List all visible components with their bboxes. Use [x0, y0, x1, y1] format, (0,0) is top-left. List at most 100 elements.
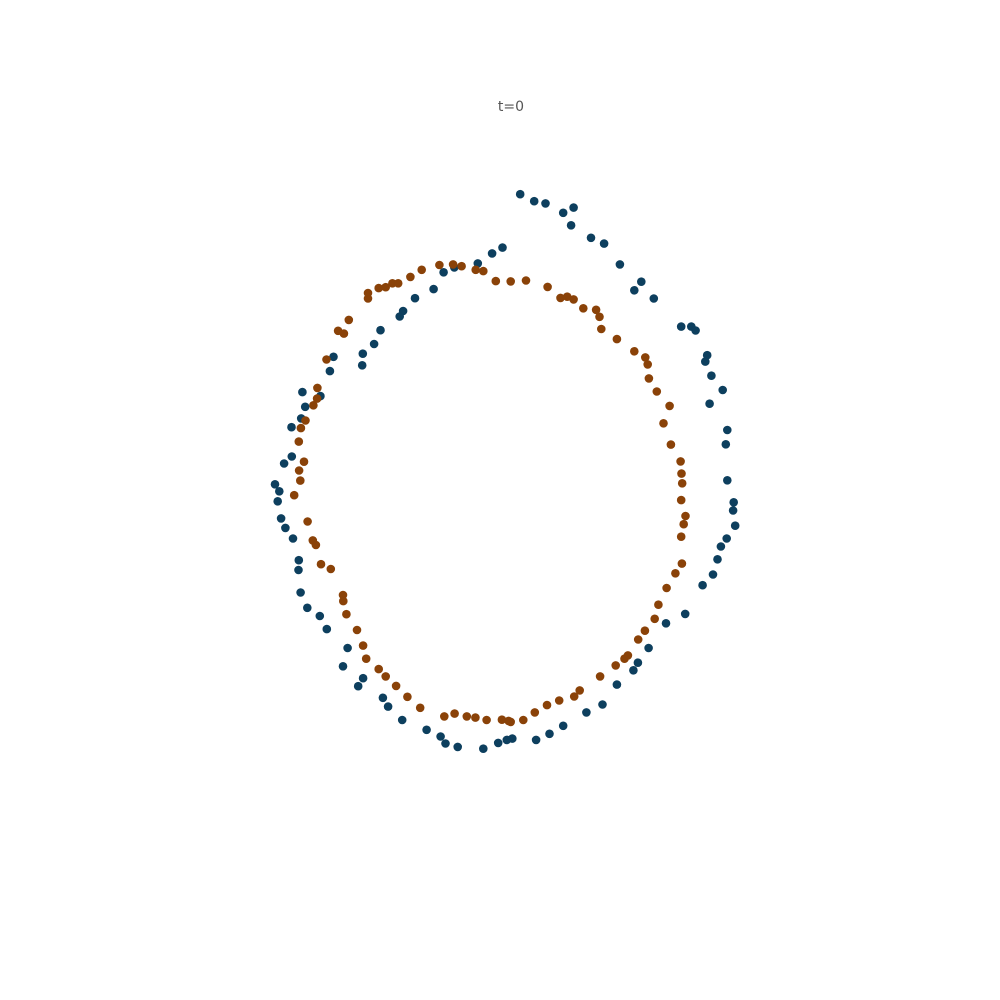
- series-1-point-74: [300, 402, 310, 412]
- series-1: [270, 189, 740, 753]
- series-1-point-22: [721, 440, 731, 449]
- series-1-point-58: [322, 624, 332, 634]
- series-1-point-81: [369, 339, 379, 349]
- series-2-point-77: [322, 355, 331, 364]
- series-2-point-14: [644, 374, 654, 383]
- series-2-point-37: [575, 686, 584, 695]
- series-1-point-32: [680, 609, 690, 619]
- series-1-point-70: [287, 452, 297, 461]
- series-2-point-36: [595, 672, 605, 681]
- series-1-point-7: [586, 233, 596, 243]
- series-1-point-12: [649, 294, 659, 303]
- series-1-point-17: [701, 357, 710, 366]
- series-1-point-2: [529, 196, 539, 206]
- series-2-point-23: [681, 511, 690, 521]
- series-2-point-39: [554, 696, 564, 705]
- series-2-point-66: [303, 517, 312, 526]
- series-2-point-61: [338, 590, 348, 600]
- series-1-point-84: [398, 306, 408, 316]
- series-2-point-2: [543, 282, 552, 292]
- series-1-point-85: [410, 293, 420, 303]
- series-2-point-76: [313, 383, 322, 393]
- series-2-point-53: [391, 681, 401, 691]
- series-2-point-16: [665, 401, 674, 411]
- series-2-point-31: [640, 626, 650, 635]
- series-1-point-64: [288, 534, 298, 543]
- series-1-point-37: [612, 680, 622, 689]
- series-2-point-75: [312, 394, 322, 403]
- series-1-point-53: [378, 693, 388, 703]
- plot-area: [270, 189, 740, 753]
- series-2-point-88: [417, 265, 427, 275]
- series-2-point-50: [440, 712, 449, 721]
- series-2-point-29: [654, 600, 663, 609]
- series-2: [289, 260, 690, 727]
- series-1-point-28: [716, 542, 726, 551]
- series-1-point-27: [722, 534, 731, 543]
- series-2-point-91: [457, 261, 466, 271]
- series-2-point-27: [671, 569, 680, 578]
- series-2-point-49: [450, 709, 459, 718]
- series-2-point-34: [620, 654, 629, 663]
- series-1-point-91: [498, 243, 507, 252]
- series-1-point-62: [294, 565, 303, 575]
- series-2-point-15: [652, 387, 662, 396]
- series-1-point-44: [502, 735, 512, 745]
- series-2-point-59: [342, 609, 351, 619]
- series-1-point-54: [353, 681, 363, 691]
- series-2-point-56: [361, 654, 371, 663]
- series-2-point-52: [403, 692, 412, 702]
- series-1-point-10: [637, 277, 646, 287]
- series-1-point-6: [566, 221, 576, 230]
- series-2-point-42: [519, 715, 528, 725]
- series-1-point-42: [531, 735, 541, 745]
- series-1-point-87: [439, 268, 448, 277]
- series-2-point-13: [643, 360, 652, 369]
- series-1-point-90: [487, 249, 497, 258]
- series-1-point-39: [582, 708, 591, 717]
- series-1-point-25: [728, 506, 738, 515]
- series-1-point-18: [707, 371, 716, 381]
- series-2-point-86: [393, 279, 403, 288]
- series-1-point-49: [436, 732, 445, 741]
- series-2-point-67: [289, 490, 299, 500]
- series-2-point-7: [591, 305, 601, 315]
- series-2-point-79: [339, 329, 349, 338]
- series-1-point-61: [296, 588, 305, 597]
- series-1-point-57: [343, 643, 352, 653]
- series-1-point-11: [630, 286, 639, 295]
- series-2-point-51: [415, 703, 425, 713]
- series-1-point-82: [376, 325, 385, 335]
- series-1-point-68: [275, 487, 284, 496]
- series-2-point-10: [612, 334, 622, 344]
- series-2-point-30: [650, 614, 659, 624]
- series-2-point-3: [556, 293, 565, 303]
- series-2-point-47: [471, 713, 480, 722]
- series-1-point-40: [558, 721, 568, 731]
- series-2-point-68: [296, 476, 305, 485]
- series-2-point-20: [677, 469, 686, 478]
- series-2-point-62: [326, 564, 336, 574]
- series-2-point-26: [677, 559, 687, 568]
- series-2-point-70: [299, 457, 309, 467]
- series-2-point-93: [479, 266, 488, 276]
- series-2-point-94: [491, 276, 501, 286]
- series-1-point-75: [298, 387, 307, 397]
- series-1-point-13: [676, 322, 686, 331]
- series-1-point-1: [515, 189, 525, 199]
- series-1-point-63: [294, 555, 304, 565]
- series-1-point-24: [729, 498, 738, 507]
- series-1-point-3: [541, 199, 550, 208]
- series-1-point-41: [545, 729, 554, 739]
- series-1-point-80: [357, 361, 367, 370]
- chart-title: t=0: [498, 99, 524, 115]
- series-1-point-38: [598, 700, 607, 709]
- series-1-point-23: [723, 476, 732, 485]
- series-1-point-30: [708, 570, 718, 579]
- series-2-point-38: [569, 692, 579, 701]
- series-2-point-28: [662, 583, 671, 593]
- series-2-point-41: [530, 708, 540, 717]
- series-2-point-54: [381, 672, 391, 681]
- series-2-point-73: [301, 416, 310, 425]
